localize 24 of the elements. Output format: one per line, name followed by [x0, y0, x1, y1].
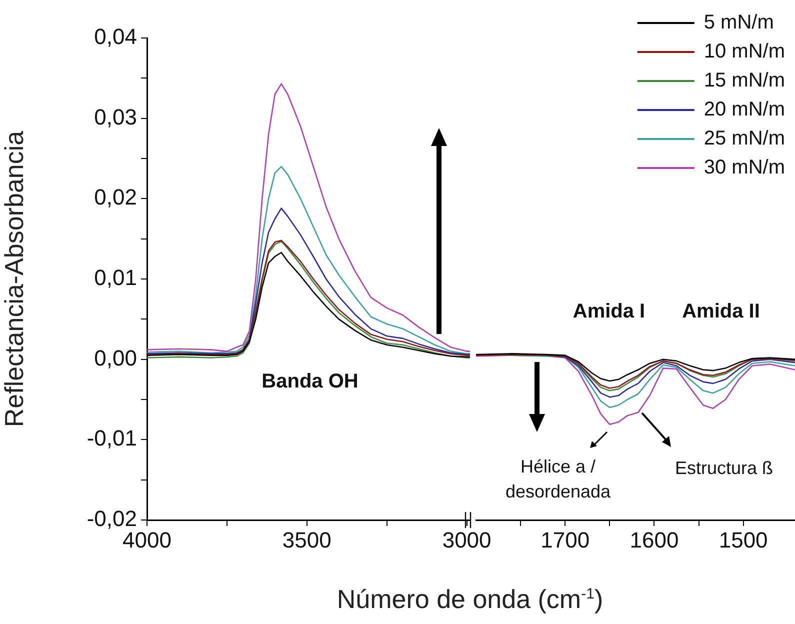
y-tick-label: 0,04	[94, 24, 137, 50]
annotation: Amida II	[682, 300, 760, 323]
y-tick-label: 0,01	[94, 265, 137, 290]
legend-label: 15 mN/m	[704, 70, 785, 92]
legend-label: 30 mN/m	[704, 156, 785, 179]
annotation: Hélice a / desordenada	[505, 456, 612, 502]
x-axis-title: Número de onda (cm$^{-1}$)	[336, 584, 604, 615]
annotation: Banda OH	[262, 370, 358, 393]
x-tick-label: 3000	[442, 527, 492, 552]
legend-label: 5 mN/m	[704, 12, 774, 34]
annotation: Estructura ß	[674, 458, 774, 478]
y-tick-label: 0,03	[94, 104, 137, 130]
y-axis-title: Reflectancia-Absorbancia	[0, 130, 29, 428]
legend-label: 25 mN/m	[704, 128, 785, 150]
x-tick-label: 1500	[718, 527, 768, 552]
x-tick-label: 3500	[282, 527, 332, 552]
x-tick-label: 1700	[540, 527, 590, 552]
x-tick-label: 1600	[630, 527, 679, 552]
legend-label: 10 mN/m	[704, 40, 785, 63]
y-tick-label: 0,00	[94, 345, 137, 370]
y-tick-label: 0,02	[94, 184, 137, 210]
annotation: Amida I	[572, 300, 646, 323]
y-tick-label: -0,01	[86, 426, 137, 451]
legend-label: 20 mN/m	[704, 98, 785, 121]
